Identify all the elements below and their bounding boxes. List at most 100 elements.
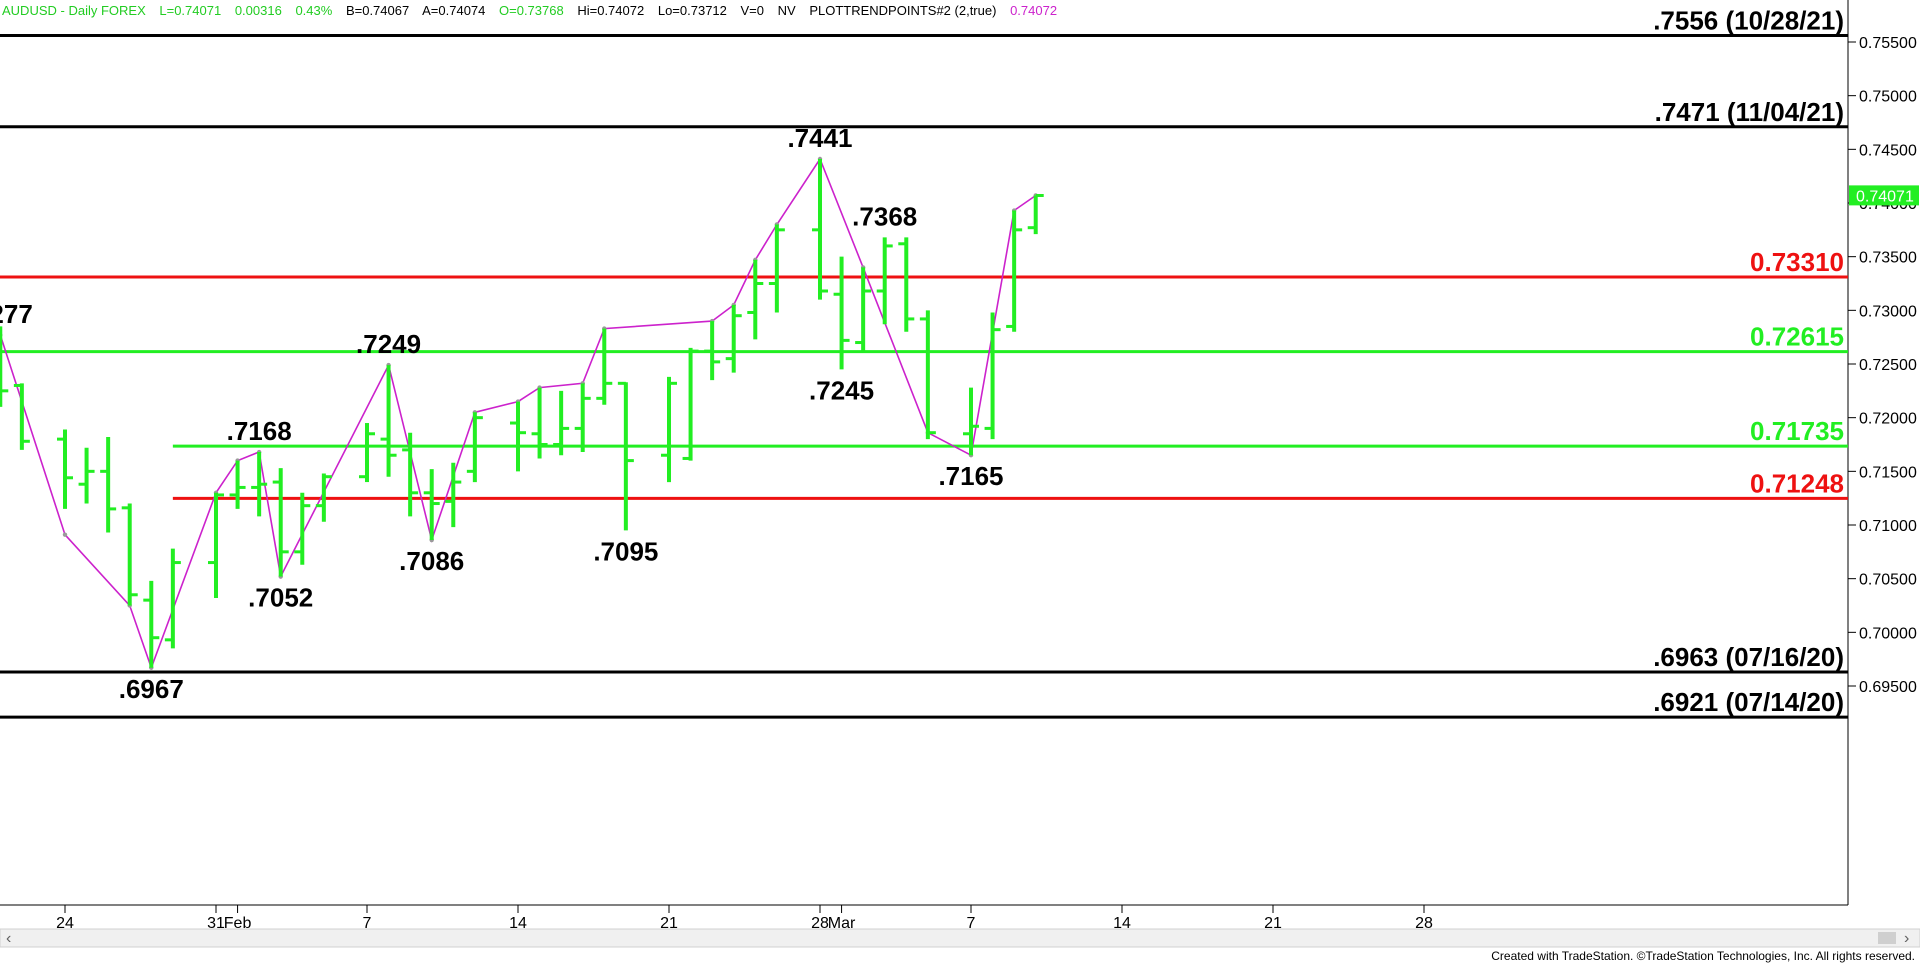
pivot-labels: .7277 .6967 .7168 .7052 .7249 .7086 .7095 .7441…: [0, 123, 1004, 704]
x-tick-label-0: 24: [56, 915, 74, 932]
ohlc-bar-22: [553, 390, 570, 456]
horizontal-scrollbar[interactable]: [0, 928, 1920, 948]
pivot-label-8: .7245: [809, 375, 874, 405]
level-label-2: 0.73310: [1750, 247, 1844, 277]
ohlc-bar-40: [1006, 210, 1023, 332]
pivot-label-9: .7368: [852, 201, 917, 231]
y-tick-label-6: 0.72500: [1859, 357, 1917, 374]
scroll-right-arrow[interactable]: ›: [1904, 930, 1909, 947]
ohlc-bar-36: [898, 237, 915, 332]
ohlc-bar-12: [294, 492, 311, 565]
x-tick-label-3: 7: [363, 915, 372, 932]
ohlc-bar-14: [359, 423, 375, 483]
pivot-label-1: .6967: [119, 674, 184, 704]
swing-point-1: [62, 532, 68, 537]
ohlc-bar-3: [78, 447, 95, 504]
pivot-label-4: .7249: [356, 329, 421, 359]
ohlc-bar-29: [725, 304, 742, 373]
ohlc-bar-15: [380, 365, 397, 477]
ohlc-bar-26: [661, 376, 677, 483]
ohlc-bar-7: [164, 548, 181, 649]
level-label-0: .7556 (10/28/21): [1653, 6, 1844, 36]
horizontal-levels: .7556 (10/28/21) .7471 (11/04/21) 0.73310 0…: [0, 6, 1848, 719]
ohlc-bar-10: [251, 452, 268, 517]
y-tick-label-12: 0.75500: [1859, 35, 1917, 52]
ohlc-bar-34: [855, 267, 872, 352]
footer-credit: Created with TradeStation. ©TradeStation…: [1491, 949, 1915, 963]
x-tick-label-9: 14: [1113, 915, 1131, 932]
pivot-label-6: .7095: [593, 536, 658, 566]
x-tick-label-4: 14: [509, 915, 527, 932]
x-tick-label-6: 28: [811, 915, 829, 932]
ohlc-bar-11: [272, 468, 289, 577]
ohlc-bar-25: [617, 381, 634, 531]
x-tick-label-10: 21: [1264, 915, 1282, 932]
y-tick-label-3: 0.71000: [1859, 518, 1917, 535]
ohlc-bar-1: [13, 383, 30, 450]
ohlc-bar-4: [100, 436, 117, 533]
x-tick-label-5: 21: [660, 915, 678, 932]
level-label-5: 0.71248: [1750, 468, 1844, 498]
y-tick-label-11: 0.75000: [1859, 89, 1917, 106]
header-vol: V=0: [741, 3, 765, 18]
ohlc-bar-17: [423, 469, 440, 541]
y-tick-label-4: 0.71500: [1859, 464, 1917, 481]
header-open: O=0.73768: [499, 3, 564, 18]
level-label-3: 0.72615: [1750, 322, 1844, 352]
ohlc-bar-30: [747, 259, 764, 340]
header-low: Lo=0.73712: [658, 3, 727, 18]
y-tick-label-7: 0.73000: [1859, 303, 1917, 320]
ohlc-bar-28: [704, 321, 721, 381]
last-price-badge: [1849, 185, 1919, 206]
header-info: AUDUSD - Daily FOREX L=0.74071 0.00316 0…: [2, 3, 1057, 18]
pivot-label-10: .7165: [938, 461, 1003, 491]
ohlc-bar-21: [531, 387, 548, 459]
pivot-label-0: .7277: [0, 299, 33, 329]
ohlc-bar-35: [876, 237, 893, 325]
pivot-label-2: .7168: [227, 416, 292, 446]
pivot-label-5: .7086: [399, 546, 464, 576]
y-tick-label-0: 0.69500: [1859, 679, 1917, 696]
ohlc-bar-19: [466, 412, 483, 483]
ohlc-bars: [0, 158, 1044, 668]
header-change: 0.00316: [235, 3, 282, 18]
header-ask: A=0.74074: [422, 3, 485, 18]
y-tick-label-2: 0.70500: [1859, 572, 1917, 589]
pivot-label-7: .7441: [787, 123, 852, 153]
ohlc-bar-39: [984, 312, 1001, 440]
y-tick-label-8: 0.73500: [1859, 250, 1917, 267]
header-symbol: AUDUSD - Daily FOREX: [2, 3, 146, 18]
level-label-7: .6921 (07/14/20): [1653, 687, 1844, 717]
header-study-value: 0.74072: [1010, 3, 1057, 18]
ohlc-bar-41: [1027, 193, 1044, 235]
header-last: L=0.74071: [159, 3, 221, 18]
ohlc-bar-24: [596, 328, 613, 405]
ohlc-bar-23: [574, 383, 591, 453]
price-axis: 0.69500 0.70000 0.70500 0.71000 0.71500 0.720…: [1848, 35, 1919, 696]
level-label-6: .6963 (07/16/20): [1653, 642, 1844, 672]
ohlc-bar-0: [0, 326, 9, 407]
x-tick-label-1: 31: [207, 915, 225, 932]
ohlc-bar-33: [833, 256, 850, 370]
x-tick-label-7: Mar: [828, 915, 856, 932]
ohlc-bar-8: [208, 492, 224, 598]
scroll-left-arrow[interactable]: ‹: [6, 930, 11, 947]
header-pct: 0.43%: [295, 3, 332, 18]
ohlc-bar-38: [963, 387, 979, 456]
scrollbar-thumb[interactable]: [1878, 932, 1896, 944]
header-high: Hi=0.74072: [577, 3, 644, 18]
last-price-label: 0.74071: [1856, 188, 1914, 205]
ohlc-bar-18: [445, 462, 462, 528]
ohlc-bar-37: [919, 310, 936, 440]
ohlc-bar-20: [510, 401, 526, 472]
x-tick-label-2: Feb: [224, 915, 252, 932]
x-tick-label-11: 28: [1415, 915, 1433, 932]
header-bid: B=0.74067: [346, 3, 409, 18]
y-tick-label-1: 0.70000: [1859, 625, 1917, 642]
ohlc-bar-5: [121, 503, 138, 606]
y-tick-label-10: 0.74500: [1859, 142, 1917, 159]
ohlc-bar-2: [57, 429, 73, 509]
ohlc-bar-32: [812, 158, 828, 300]
